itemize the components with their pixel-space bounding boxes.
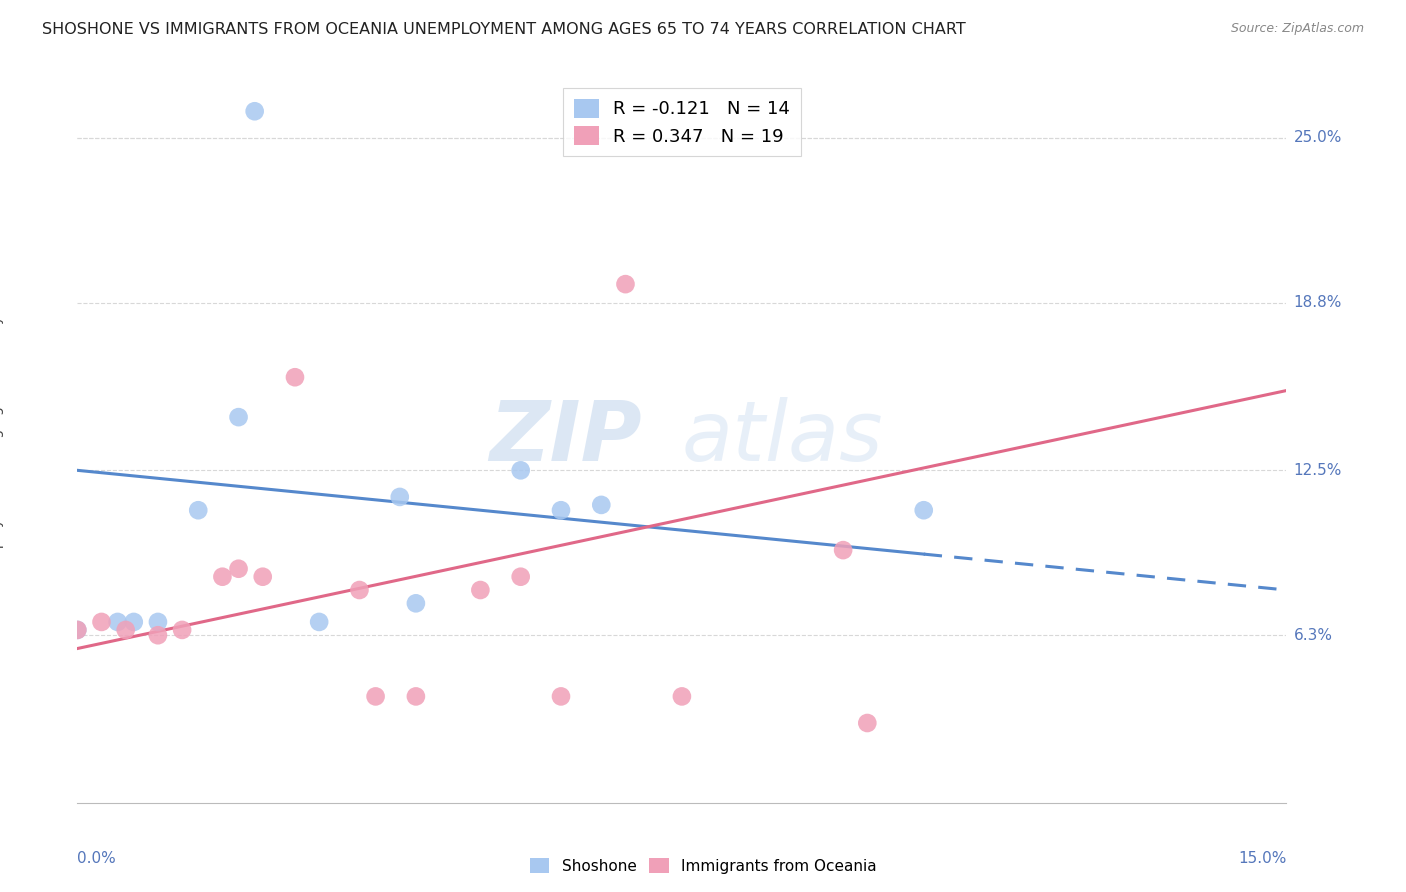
Point — [550, 690, 572, 704]
Point — [107, 615, 129, 629]
Text: 18.8%: 18.8% — [1294, 295, 1341, 310]
Text: 15.0%: 15.0% — [1239, 851, 1286, 865]
Point — [114, 623, 136, 637]
Point — [614, 277, 637, 292]
Point — [90, 615, 112, 629]
Point — [470, 582, 492, 597]
Point — [146, 628, 169, 642]
Point — [187, 503, 209, 517]
Point — [509, 570, 531, 584]
Point — [856, 716, 879, 731]
Point — [122, 615, 145, 629]
Point — [284, 370, 307, 384]
Point — [66, 623, 89, 637]
Text: 0.0%: 0.0% — [77, 851, 117, 865]
Text: Unemployment Among Ages 65 to 74 years: Unemployment Among Ages 65 to 74 years — [0, 285, 4, 589]
Point — [349, 582, 371, 597]
Point — [308, 615, 330, 629]
Point — [172, 623, 194, 637]
Text: 12.5%: 12.5% — [1294, 463, 1341, 478]
Point — [832, 543, 855, 558]
Text: 6.3%: 6.3% — [1294, 628, 1333, 643]
Point — [364, 690, 387, 704]
Point — [388, 490, 411, 504]
Point — [66, 623, 89, 637]
Text: ZIP: ZIP — [489, 397, 641, 477]
Point — [671, 690, 693, 704]
Text: Source: ZipAtlas.com: Source: ZipAtlas.com — [1230, 22, 1364, 36]
Point — [405, 596, 427, 610]
Text: atlas: atlas — [682, 397, 883, 477]
Point — [228, 410, 250, 425]
Text: 25.0%: 25.0% — [1294, 130, 1341, 145]
Point — [912, 503, 935, 517]
Point — [146, 615, 169, 629]
Point — [509, 463, 531, 477]
Legend: Shoshone, Immigrants from Oceania: Shoshone, Immigrants from Oceania — [523, 852, 883, 880]
Point — [405, 690, 427, 704]
Point — [211, 570, 233, 584]
Point — [228, 562, 250, 576]
Point — [591, 498, 613, 512]
Legend: R = -0.121   N = 14, R = 0.347   N = 19: R = -0.121 N = 14, R = 0.347 N = 19 — [562, 87, 801, 156]
Point — [252, 570, 274, 584]
Point — [550, 503, 572, 517]
Point — [243, 104, 266, 119]
Text: SHOSHONE VS IMMIGRANTS FROM OCEANIA UNEMPLOYMENT AMONG AGES 65 TO 74 YEARS CORRE: SHOSHONE VS IMMIGRANTS FROM OCEANIA UNEM… — [42, 22, 966, 37]
